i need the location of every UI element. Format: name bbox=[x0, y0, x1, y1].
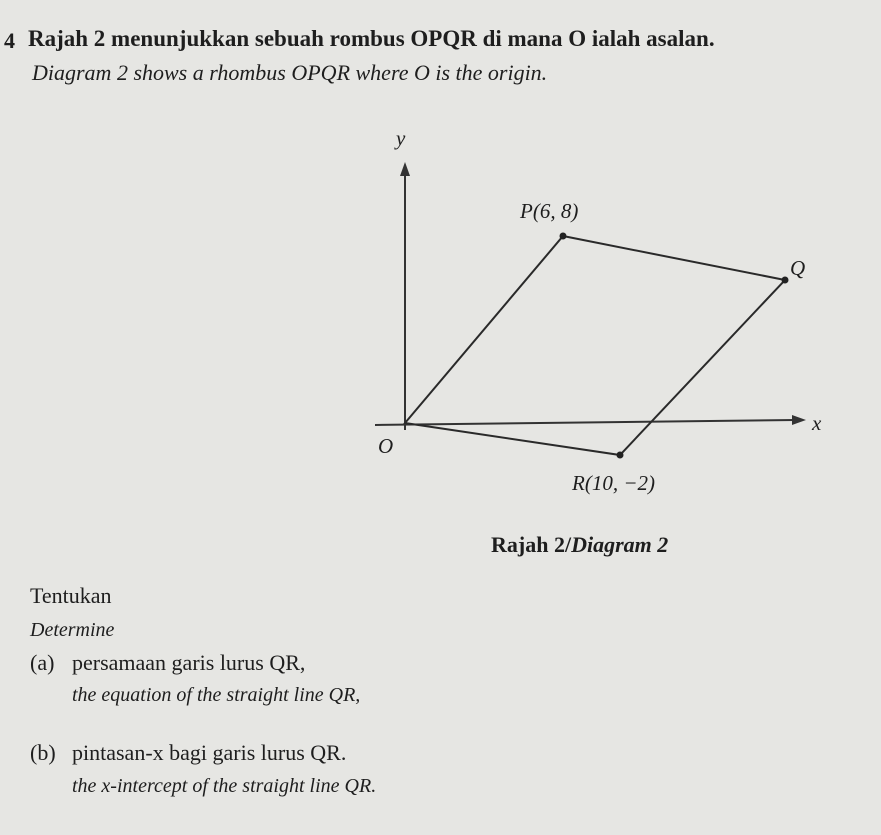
x-axis bbox=[374, 419, 796, 426]
part-english: the equation of the straight line QR, bbox=[72, 684, 361, 706]
part-malay: pintasan-x bagi garis lurus QR. bbox=[72, 740, 347, 765]
x-label: x bbox=[811, 411, 822, 435]
point-q bbox=[781, 276, 789, 284]
caption-malay: Rajah 2/ bbox=[491, 532, 572, 557]
caption-english: Diagram 2 bbox=[571, 532, 669, 557]
point-r bbox=[616, 451, 624, 459]
y-label: y bbox=[394, 126, 406, 150]
instruction-malay: Tentukan bbox=[30, 583, 112, 608]
part-letter: (b) bbox=[30, 740, 56, 765]
part-letter: (a) bbox=[30, 650, 55, 675]
caption: Rajah 2/Diagram 2 bbox=[491, 532, 668, 558]
point-label: R(10, −2) bbox=[571, 471, 655, 495]
question-number: 4 bbox=[4, 28, 15, 53]
origin-label: O bbox=[378, 434, 393, 458]
point-p bbox=[559, 232, 567, 240]
part-malay: persamaan garis lurus QR, bbox=[72, 650, 306, 675]
y-arrow bbox=[400, 162, 410, 176]
point-label: Q bbox=[790, 256, 805, 280]
instruction-english: Determine bbox=[30, 619, 115, 641]
point-label: P(6, 8) bbox=[519, 199, 578, 223]
question-english: Diagram 2 shows a rhombus OPQR where O i… bbox=[32, 60, 548, 85]
x-arrow bbox=[792, 415, 806, 425]
question-malay: Rajah 2 menunjukkan sebuah rombus OPQR d… bbox=[28, 26, 715, 51]
part-english: the x-intercept of the straight line QR. bbox=[72, 775, 377, 797]
